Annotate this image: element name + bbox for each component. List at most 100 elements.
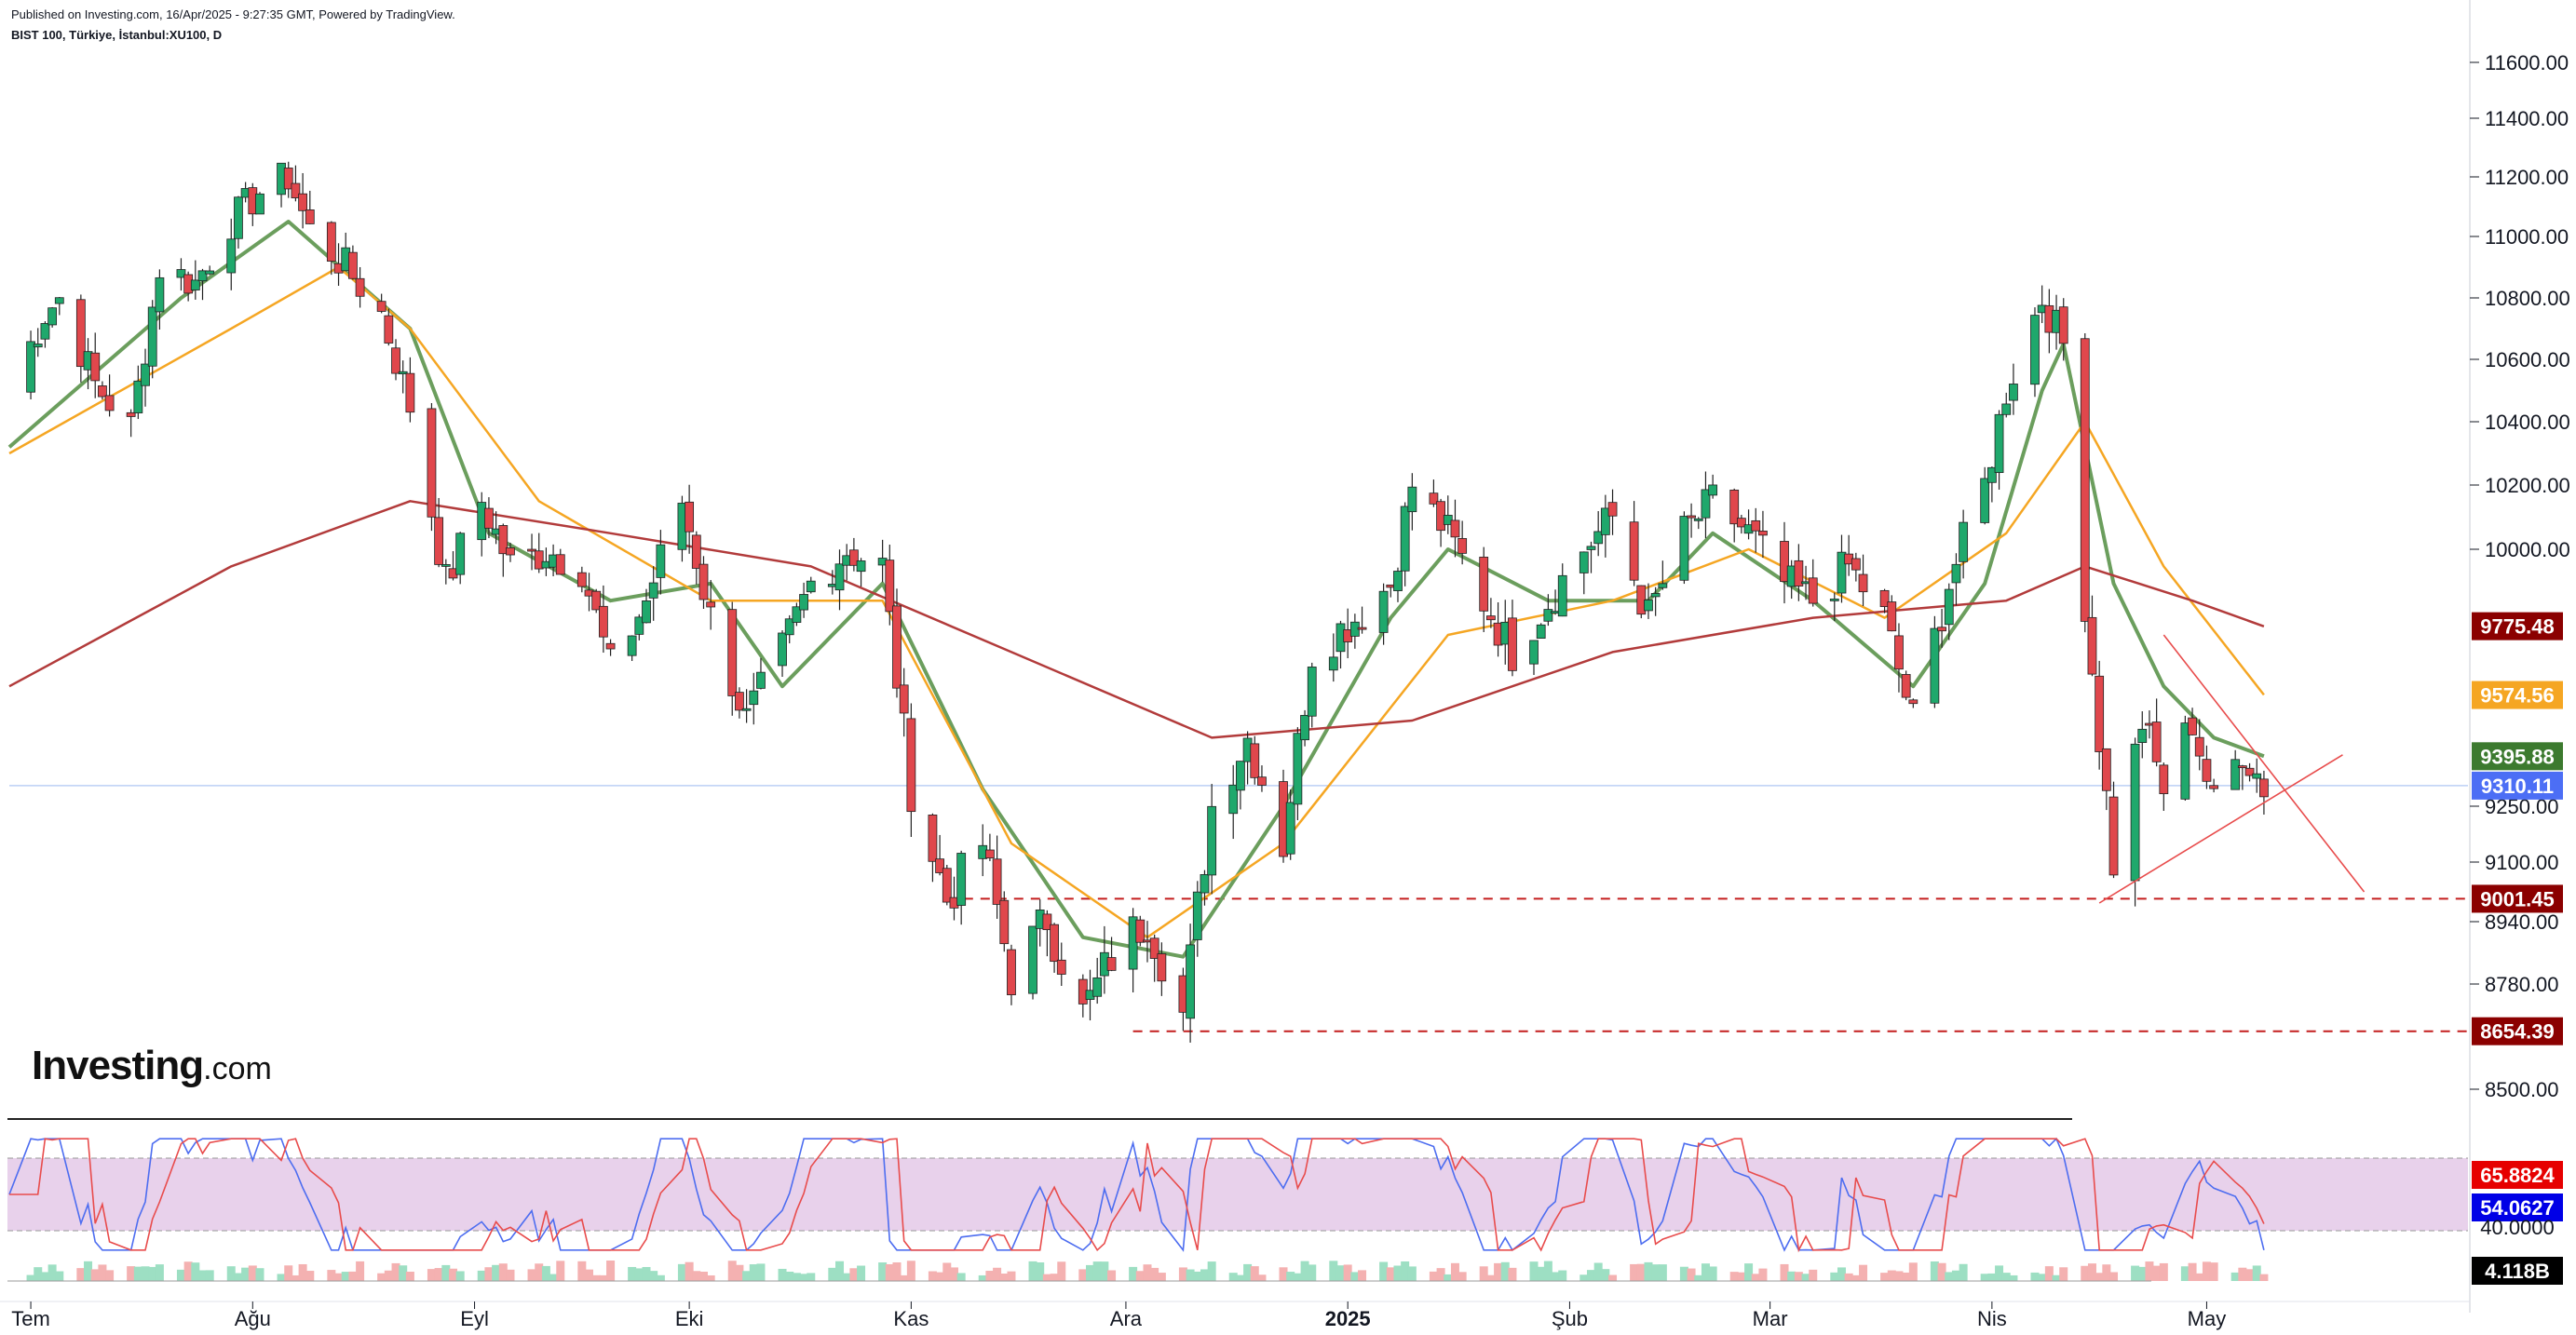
volume-bar	[1794, 1272, 1803, 1281]
volume-bar	[76, 1268, 86, 1281]
volume-bar	[1450, 1262, 1459, 1281]
candle-body	[2058, 306, 2068, 344]
volume-bar	[255, 1268, 264, 1281]
candle-body	[634, 616, 644, 635]
volume-bar	[47, 1264, 57, 1281]
candle-body	[1901, 674, 1911, 698]
candle-body	[2252, 773, 2262, 779]
volume-bar	[405, 1271, 414, 1281]
volume-bar	[1951, 1270, 1960, 1281]
candle-body	[90, 352, 101, 382]
volume-bar	[1007, 1271, 1016, 1281]
volume-bar	[1436, 1268, 1445, 1281]
candle-body	[1944, 588, 1954, 626]
volume-bar	[1844, 1273, 1853, 1281]
candle-body	[1794, 560, 1804, 587]
candle-body	[141, 363, 150, 386]
volume-bar	[2059, 1267, 2068, 1281]
volume-bar	[1880, 1273, 1890, 1281]
logo-brand: Investing	[32, 1043, 204, 1088]
volume-bar	[441, 1264, 451, 1281]
candle-body	[1687, 515, 1696, 519]
volume-bar	[1228, 1273, 1238, 1281]
candle-body	[1007, 949, 1016, 995]
candle-body	[2244, 767, 2255, 776]
volume-bar	[1057, 1261, 1066, 1281]
candle-body	[1586, 546, 1596, 550]
candle-body	[1600, 507, 1610, 535]
candle-body	[799, 594, 808, 611]
volume-bar	[1959, 1263, 1968, 1281]
volume-bar	[1143, 1264, 1152, 1281]
volume-bar	[1801, 1274, 1810, 1281]
volume-bar	[649, 1271, 658, 1281]
candle-body	[26, 341, 35, 393]
volume-bar	[1758, 1268, 1768, 1281]
volume-bar	[1494, 1262, 1503, 1281]
volume-bar	[1236, 1274, 1245, 1281]
volume-bar	[2044, 1266, 2054, 1281]
y-tick-label: 10600.00	[2485, 348, 2570, 371]
candle-body	[1028, 925, 1037, 994]
volume-bar	[1679, 1266, 1688, 1281]
candle-body	[1300, 714, 1309, 741]
price-tag-box	[2472, 771, 2563, 800]
candle-body	[1908, 699, 1918, 705]
volume-bar	[1851, 1274, 1861, 1281]
volume-bar	[55, 1271, 64, 1281]
candle-body	[2194, 736, 2204, 757]
volume-bar	[878, 1262, 888, 1281]
publish-line: Published on Investing.com, 16/Apr/2025 …	[11, 7, 455, 21]
volume-bar	[628, 1266, 637, 1281]
y-tick-label: 8500.00	[2485, 1078, 2559, 1101]
price-axis: 11600.00 11400.00 11200.00 11000.00 10800.00…	[2469, 0, 2570, 1313]
volume-bar	[1286, 1272, 1295, 1281]
candle-body	[1894, 635, 1904, 670]
candle-body	[1930, 627, 1940, 704]
volume-bar	[849, 1268, 859, 1281]
volume-bar	[1579, 1274, 1589, 1281]
x-tick-label: Ağu	[235, 1307, 271, 1330]
volume-bar	[949, 1267, 958, 1281]
candle-body	[54, 297, 64, 304]
volume-bar	[892, 1262, 902, 1281]
volume-bar	[241, 1267, 251, 1281]
volume-bar	[2081, 1265, 2090, 1281]
candle-body	[1980, 478, 1990, 523]
volume-bar	[1537, 1266, 1546, 1281]
x-tick-label: Eki	[675, 1307, 704, 1330]
candle-body	[999, 899, 1010, 945]
candle-body	[355, 277, 365, 297]
volume-bar	[1457, 1272, 1467, 1281]
volume-bar	[291, 1274, 300, 1281]
volume-bar	[785, 1271, 794, 1281]
volume-bar	[1186, 1269, 1195, 1281]
candle-body	[190, 279, 200, 290]
volume-bar	[2052, 1274, 2061, 1281]
candle-body	[784, 618, 794, 636]
price-tag-box	[2472, 1017, 2563, 1045]
y-tick-label: 11200.00	[2485, 166, 2569, 189]
volume-bar	[1100, 1261, 1109, 1281]
volume-bar	[1086, 1264, 1095, 1281]
y-tick-label: 10200.00	[2485, 474, 2570, 497]
volume-bar	[1687, 1268, 1696, 1281]
volume-bar	[842, 1273, 851, 1281]
price-tag-label: 9574.56	[2480, 684, 2555, 708]
volume-bar	[341, 1272, 350, 1281]
volume-bar	[706, 1274, 715, 1281]
price-tag-label: 8654.39	[2480, 1020, 2555, 1044]
volume-bar	[906, 1261, 915, 1281]
candle-body	[348, 251, 358, 279]
candle-body	[1543, 609, 1553, 622]
volume-bar	[1558, 1270, 1567, 1281]
price-tag-label: 9775.48	[2480, 615, 2555, 639]
candle-body	[1192, 891, 1202, 940]
volume-bar	[1636, 1263, 1646, 1281]
volume-bar	[2152, 1265, 2162, 1281]
volume-bar	[1243, 1263, 1253, 1281]
stochastic-tag-label: 40.0000	[2480, 1216, 2555, 1239]
volume-bar	[599, 1274, 608, 1281]
volume-bar	[26, 1274, 35, 1281]
volume-bar	[1257, 1274, 1267, 1281]
